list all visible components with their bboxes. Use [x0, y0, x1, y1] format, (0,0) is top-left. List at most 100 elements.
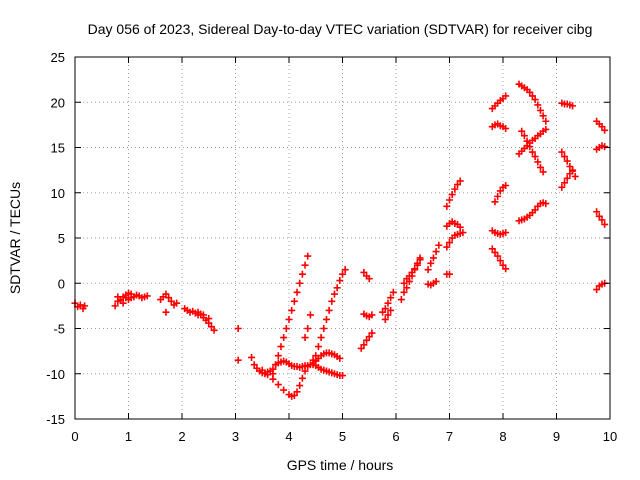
data-point: [400, 288, 408, 296]
data-point: [258, 366, 266, 374]
data-point: [542, 125, 550, 133]
series-s23: [424, 241, 443, 274]
data-point: [400, 279, 408, 287]
data-point: [274, 381, 282, 389]
data-point: [127, 294, 135, 302]
x-tick-label: 9: [553, 429, 560, 444]
x-axis-label: GPS time / hours: [287, 457, 394, 473]
x-tick-label: 5: [339, 429, 346, 444]
data-point: [379, 308, 387, 316]
data-point: [536, 163, 544, 171]
data-point: [598, 216, 606, 224]
data-point: [563, 157, 571, 165]
series-s42: [593, 142, 609, 153]
data-point: [365, 275, 373, 283]
data-point: [502, 265, 510, 273]
x-tick-label: 10: [603, 429, 617, 444]
data-point: [561, 153, 569, 161]
data-point: [595, 212, 603, 220]
y-tick-label: 15: [51, 141, 65, 156]
data-point: [298, 374, 306, 382]
axis-ticks: 0 1 2 3 4 5 6 7 8 9 10 -15 -10 -5 0 5 10 15 20 25: [46, 50, 617, 444]
y-tick-label: 0: [58, 276, 65, 291]
data-point: [234, 325, 242, 332]
x-tick-label: 8: [499, 429, 506, 444]
data-point: [598, 123, 606, 131]
series-s15: [309, 266, 349, 369]
data-point: [162, 290, 170, 298]
x-tick-label: 3: [232, 429, 239, 444]
data-point: [205, 315, 213, 323]
y-tick-label: -15: [46, 412, 65, 427]
series-s27: [443, 177, 464, 210]
data-point: [491, 248, 499, 256]
data-point: [397, 296, 405, 304]
data-point: [381, 305, 389, 313]
data-point: [357, 344, 365, 352]
data-point: [384, 299, 392, 307]
data-point: [558, 148, 566, 156]
y-tick-label: 20: [51, 95, 65, 110]
data-point: [282, 325, 290, 332]
data-point: [81, 302, 89, 310]
data-point: [298, 270, 306, 278]
data-point: [368, 329, 376, 337]
data-point: [416, 256, 424, 264]
x-tick-label: 6: [392, 429, 399, 444]
series-s6: [194, 308, 213, 323]
series-s4: [157, 290, 181, 316]
data-point: [248, 353, 256, 361]
data-point: [405, 272, 413, 280]
data-point: [272, 361, 280, 369]
data-point: [234, 356, 242, 364]
data-point: [569, 102, 577, 110]
data-point: [336, 354, 344, 362]
series-s34: [515, 80, 550, 125]
chart-title: Day 056 of 2023, Sidereal Day-to-day VTE…: [88, 21, 593, 37]
data-point: [333, 284, 341, 292]
data-point: [314, 343, 322, 351]
data-point: [566, 170, 574, 178]
series-s1: [71, 299, 89, 313]
series-s43: [593, 208, 609, 228]
x-tick-label: 1: [125, 429, 132, 444]
data-point: [601, 143, 609, 151]
series-s36: [515, 125, 550, 158]
data-point: [528, 92, 536, 100]
data-point: [491, 198, 499, 206]
data-point: [288, 306, 296, 314]
data-point: [542, 117, 550, 125]
data-point: [427, 259, 435, 267]
data-point: [526, 88, 534, 96]
data-point: [199, 311, 207, 319]
data-point: [250, 361, 258, 369]
data-point: [539, 168, 547, 176]
data-point: [280, 386, 288, 394]
y-axis-label: SDTVAR / TECUs: [7, 182, 23, 294]
series-s11: [269, 252, 312, 378]
data-point: [210, 326, 218, 334]
data-point: [446, 270, 453, 278]
data-point: [301, 261, 309, 269]
data-point: [488, 245, 496, 253]
data-point: [339, 372, 346, 380]
data-point: [446, 196, 453, 204]
series-s38: [558, 99, 577, 110]
series-s30: [488, 227, 510, 238]
data-point: [499, 261, 507, 269]
data-point: [111, 302, 119, 310]
data-point: [280, 334, 288, 342]
data-point: [432, 248, 440, 256]
data-point: [330, 290, 338, 298]
data-point: [143, 292, 151, 300]
data-point: [502, 124, 510, 132]
data-point: [502, 182, 510, 190]
data-point: [446, 239, 453, 247]
y-tick-label: 25: [51, 50, 65, 65]
data-point: [207, 323, 215, 331]
data-point: [269, 370, 277, 378]
y-tick-label: 10: [51, 186, 65, 201]
data-point: [293, 288, 301, 296]
data-point: [403, 284, 411, 292]
data-point: [285, 315, 293, 323]
